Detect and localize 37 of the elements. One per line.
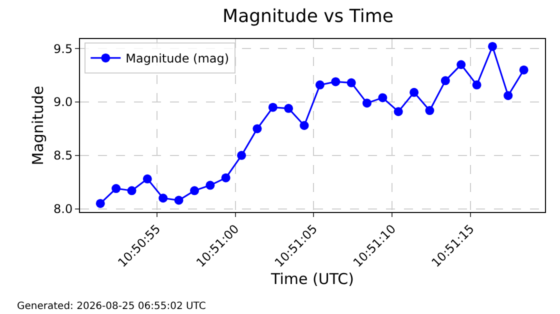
point <box>174 196 184 205</box>
point <box>410 88 419 97</box>
text: Generated: 2026-08-25 06:55:02 UTC <box>17 301 206 312</box>
y-axis-title: Magnitude <box>28 86 47 166</box>
point <box>127 186 136 196</box>
point <box>268 102 278 112</box>
point <box>112 184 121 194</box>
point <box>142 174 152 184</box>
y-tick-label: 9.0 <box>54 95 73 110</box>
point <box>206 180 215 190</box>
y-tick-label: 9.5 <box>54 42 73 56</box>
point <box>378 93 388 102</box>
point <box>190 186 199 196</box>
point <box>331 77 340 86</box>
x-axis-title: Time (UTC) <box>270 270 354 288</box>
point <box>362 98 372 108</box>
point <box>221 173 230 182</box>
point <box>472 80 482 90</box>
point <box>252 124 262 134</box>
point <box>504 91 513 100</box>
y-tick-label: 8.5 <box>54 148 73 163</box>
point <box>394 107 403 116</box>
point <box>440 76 450 86</box>
point <box>456 60 466 70</box>
point <box>315 80 324 90</box>
point <box>284 104 294 113</box>
point <box>346 78 356 88</box>
point <box>96 198 105 208</box>
point <box>425 106 434 116</box>
y-tick-label: 8.0 <box>54 202 73 216</box>
point <box>519 65 528 74</box>
chart-title: Magnitude vs Time <box>222 6 394 28</box>
point <box>158 194 168 203</box>
legend-label: Magnitude (mag) <box>126 52 230 66</box>
point <box>488 42 497 51</box>
point <box>237 150 246 160</box>
point <box>300 121 309 130</box>
